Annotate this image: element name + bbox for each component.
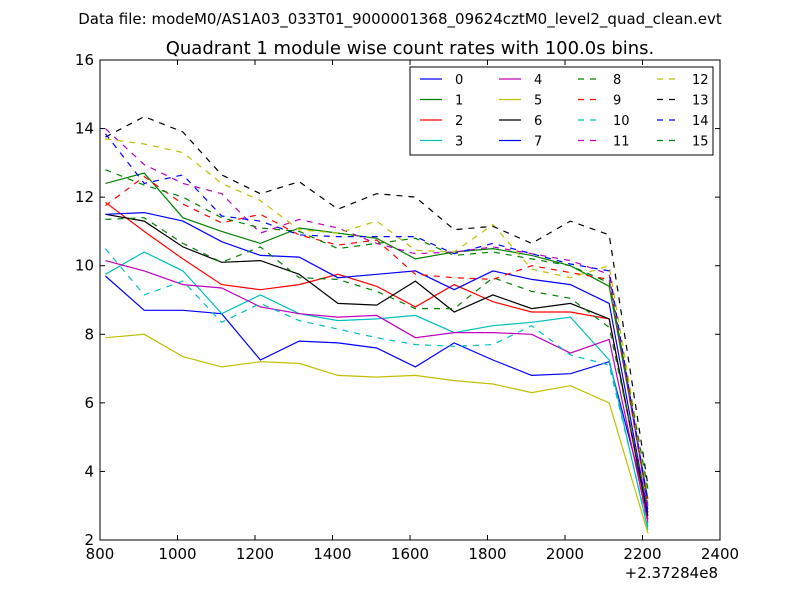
legend-label-9: 9 — [613, 94, 621, 109]
series-line-4 — [105, 260, 649, 524]
chart-suptitle: Data file: modeM0/AS1A03_033T01_90000013… — [78, 10, 722, 29]
series-line-0 — [105, 275, 649, 510]
y-tick-label: 4 — [84, 462, 94, 480]
legend-label-14: 14 — [692, 114, 709, 129]
legend-label-4: 4 — [534, 73, 542, 88]
series-line-2 — [105, 201, 649, 520]
x-tick-label: 1400 — [313, 545, 351, 563]
series-line-14 — [104, 133, 649, 503]
legend-label-5: 5 — [534, 94, 542, 109]
x-tick-label: 1600 — [391, 545, 429, 563]
legend-label-10: 10 — [613, 114, 630, 129]
legend-label-15: 15 — [692, 135, 709, 150]
series-line-11 — [104, 128, 649, 506]
legend-label-6: 6 — [534, 114, 542, 129]
legend-label-12: 12 — [692, 73, 709, 88]
series-line-6 — [105, 213, 649, 517]
legend-label-7: 7 — [534, 135, 542, 150]
series-line-15 — [105, 169, 649, 489]
series-line-8 — [105, 217, 649, 510]
chart-title: Quadrant 1 module wise count rates with … — [166, 38, 655, 59]
series-line-1 — [105, 172, 649, 500]
x-tick-label: 2000 — [546, 545, 584, 563]
series-line-12 — [105, 138, 649, 493]
series-line-5 — [105, 333, 649, 534]
x-tick-label: 1800 — [468, 545, 506, 563]
ticks-layer: 800 1000 1200 1400 1600 1800 2000 2200 2400 2 4 6 8 1… — [75, 51, 739, 563]
legend-label-1: 1 — [455, 94, 463, 109]
legend-label-0: 0 — [455, 73, 463, 88]
x-offset-label: +2.37284e8 — [625, 564, 718, 582]
legend-label-13: 13 — [692, 94, 709, 109]
y-tick-label: 10 — [75, 257, 94, 275]
legend-label-2: 2 — [455, 114, 463, 129]
series-line-10 — [104, 248, 649, 527]
y-tick-label: 2 — [84, 531, 94, 549]
series-line-13 — [105, 115, 649, 486]
series-line-9 — [105, 175, 649, 506]
y-tick-label: 14 — [75, 120, 94, 138]
series-layer — [104, 115, 649, 534]
x-tick-label: 1200 — [236, 545, 274, 563]
y-tick-label: 8 — [84, 325, 94, 343]
legend-label-3: 3 — [455, 135, 463, 150]
x-tick-label: 1000 — [158, 545, 196, 563]
y-tick-label: 6 — [84, 394, 94, 412]
x-tick-label: 2200 — [623, 545, 661, 563]
series-line-7 — [105, 211, 649, 513]
x-tick-label: 2400 — [701, 545, 739, 563]
y-tick-label: 12 — [75, 188, 94, 206]
legend-label-11: 11 — [613, 135, 630, 150]
y-tick-label: 16 — [75, 51, 94, 69]
legend-label-8: 8 — [613, 73, 621, 88]
x-tick-label: 800 — [86, 545, 115, 563]
